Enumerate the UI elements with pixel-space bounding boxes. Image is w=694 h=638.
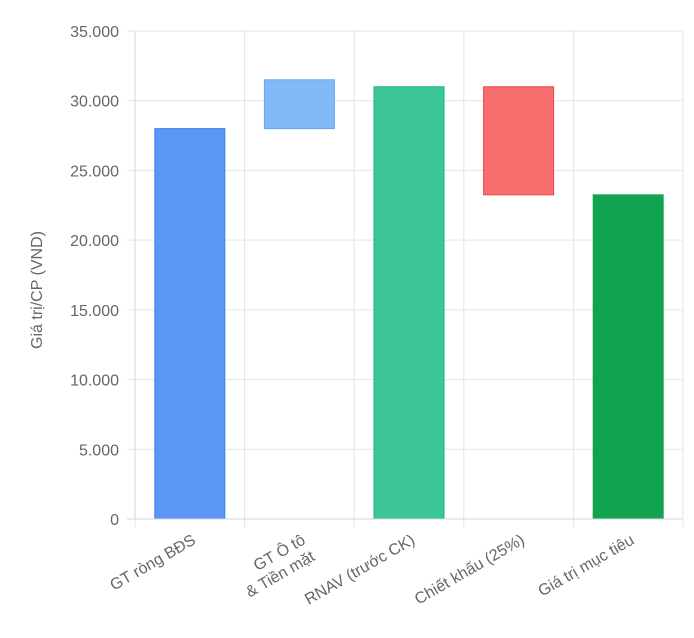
x-category-label: RNAV (trước CK) xyxy=(302,532,418,609)
y-tick-label: 25.000 xyxy=(70,163,119,180)
x-label-group: RNAV (trước CK) xyxy=(302,532,418,609)
y-tick-label: 5.000 xyxy=(79,442,119,459)
bars xyxy=(154,79,664,520)
x-label-group: Chiết khấu (25%) xyxy=(412,532,528,609)
bar-4 xyxy=(483,86,555,196)
y-tick-label: 10.000 xyxy=(70,373,119,390)
bar-1 xyxy=(154,128,226,520)
bar-2 xyxy=(263,79,335,130)
y-axis-label: Giá trị/CP (VND) xyxy=(29,231,46,349)
y-tick-label: 35.000 xyxy=(70,24,119,41)
x-category-label: GT ròng BĐS xyxy=(107,532,198,595)
bar-3 xyxy=(373,86,445,520)
x-label-group: GT ròng BĐS xyxy=(107,532,198,595)
y-tick-labels: 0 5.000 10.000 15.000 20.000 25.000 30.000 35.0… xyxy=(70,24,119,529)
x-label-group: Giá trị mục tiêu xyxy=(536,532,638,601)
x-category-label: Giá trị mục tiêu xyxy=(536,532,638,601)
y-tick-label: 15.000 xyxy=(70,303,119,320)
y-tick-label: 30.000 xyxy=(70,94,119,111)
axes xyxy=(127,30,684,527)
y-tick-label: 20.000 xyxy=(70,233,119,250)
x-label-group: GT Ô tô& Tiền mặt xyxy=(243,530,318,601)
x-category-label: Chiết khấu (25%) xyxy=(412,532,528,609)
bar-5 xyxy=(592,194,664,520)
y-tick-label: 0 xyxy=(110,512,119,529)
